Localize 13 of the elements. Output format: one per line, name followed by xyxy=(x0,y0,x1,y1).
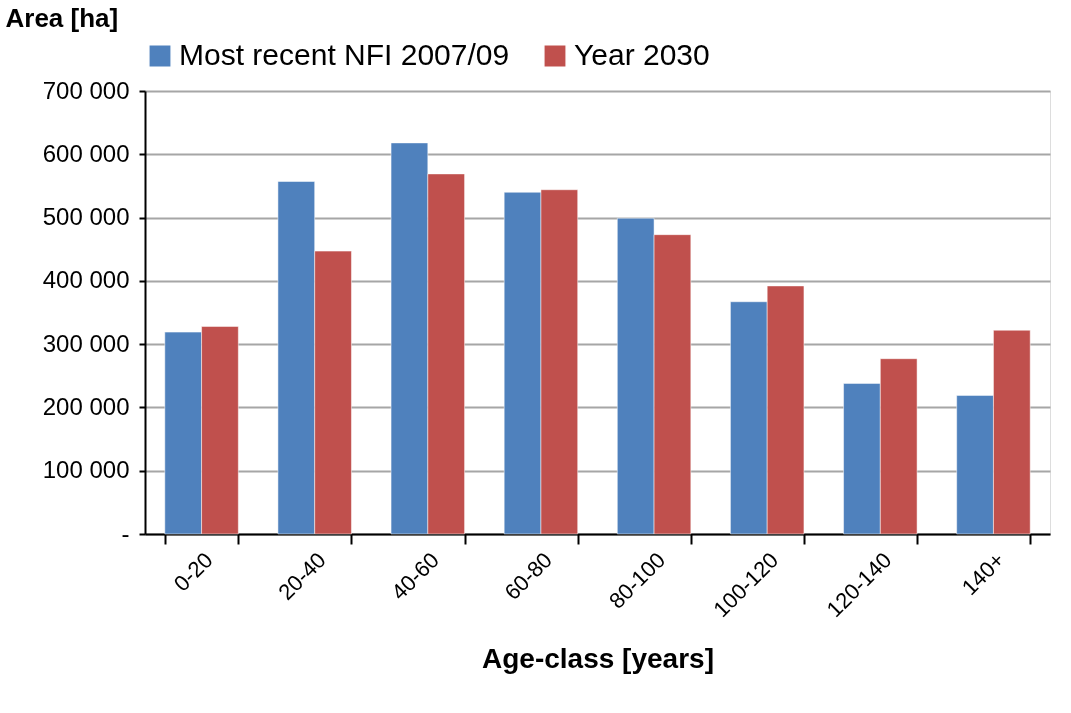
y-tick-label: 200 000 xyxy=(42,392,130,420)
y-tick-label: 500 000 xyxy=(42,203,130,231)
y-tick-label: - xyxy=(121,519,130,547)
y-tick-label: 100 000 xyxy=(42,456,130,484)
legend-label: Year 2030 xyxy=(574,38,710,71)
legend-label: Most recent NFI 2007/09 xyxy=(179,38,510,71)
x-axis-title: Age-class [years] xyxy=(482,643,714,675)
y-tick-label: 400 000 xyxy=(42,266,130,294)
x-tick-label: 0-20 xyxy=(168,547,218,597)
y-tick-label: 600 000 xyxy=(42,139,130,167)
y-axis-title: Area [ha] xyxy=(5,2,119,33)
y-tick-label: 700 000 xyxy=(42,76,130,104)
y-tick-label: 300 000 xyxy=(42,329,130,357)
